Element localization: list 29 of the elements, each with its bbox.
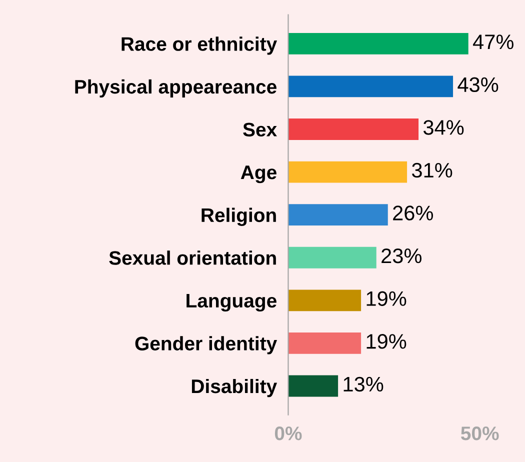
data-label: 23% — [382, 248, 422, 264]
y-tick-label: Age — [240, 166, 276, 184]
bar — [288, 118, 419, 140]
y-tick-label: Disability — [192, 378, 278, 398]
data-label: 47% — [473, 34, 514, 50]
bar — [288, 332, 362, 354]
data-label: 19% — [366, 334, 406, 349]
bar — [288, 76, 454, 98]
bar — [288, 290, 362, 312]
bar — [288, 32, 468, 54]
bar — [288, 204, 388, 226]
bar — [288, 375, 338, 397]
y-tick-label: Sex — [243, 122, 277, 136]
y-tick-label: Gender identity — [135, 336, 278, 354]
data-label: 31% — [412, 162, 452, 178]
data-label: 34% — [423, 120, 464, 135]
y-tick-label: Physical appeareance — [75, 79, 276, 98]
data-label: 26% — [393, 206, 433, 220]
bar — [288, 161, 408, 183]
y-tick-label: Language — [186, 294, 276, 312]
data-label: 19% — [366, 291, 406, 306]
data-label: 13% — [344, 376, 384, 392]
x-tick-label: 50% — [460, 426, 499, 440]
y-tick-label: Race or ethnicity — [122, 36, 278, 55]
y-tick-label: Religion — [202, 208, 276, 226]
y-tick-label: Sexual orientation — [109, 250, 276, 265]
data-label: 43% — [458, 77, 498, 92]
x-tick-label: 0% — [274, 426, 302, 440]
bar — [288, 246, 376, 268]
